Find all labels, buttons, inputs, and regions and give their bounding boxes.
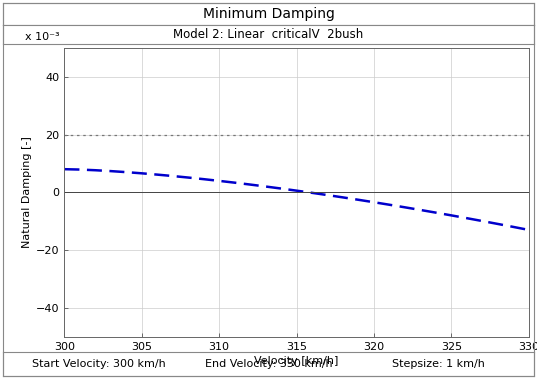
Text: Model 2: Linear  criticalV  2bush: Model 2: Linear criticalV 2bush [173,28,364,41]
Y-axis label: Natural Damping [-]: Natural Damping [-] [22,136,32,248]
Text: End Velocity: 330 km/h: End Velocity: 330 km/h [205,359,332,369]
X-axis label: Velocity [km/h]: Velocity [km/h] [255,356,339,366]
Text: x 10⁻³: x 10⁻³ [25,32,60,42]
Text: Minimum Damping: Minimum Damping [202,7,335,21]
Text: Stepsize: 1 km/h: Stepsize: 1 km/h [392,359,485,369]
Text: Start Velocity: 300 km/h: Start Velocity: 300 km/h [32,359,165,369]
